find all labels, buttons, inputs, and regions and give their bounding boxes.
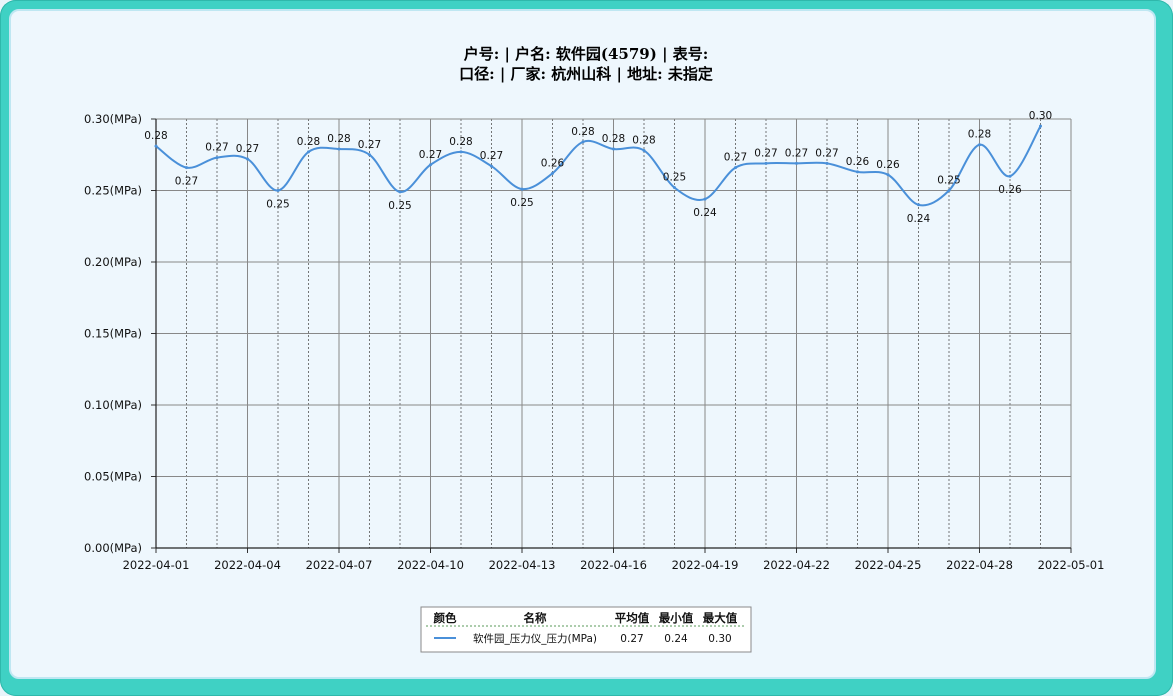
chart-title-line-1: 户号: | 户名: 软件园(4579) | 表号: — [464, 45, 709, 63]
data-point — [947, 189, 951, 192]
x-tick-label: 2022-04-28 — [946, 558, 1013, 572]
data-point — [276, 189, 280, 192]
data-point — [673, 186, 676, 190]
data-label: 0.27 — [754, 147, 777, 159]
x-tick-label: 2022-04-13 — [489, 558, 556, 572]
data-label: 0.25 — [266, 199, 289, 211]
data-point — [1008, 174, 1012, 178]
legend-series-max: 0.30 — [708, 633, 731, 645]
data-point — [459, 150, 463, 154]
data-point — [154, 144, 158, 148]
data-point — [764, 161, 768, 165]
legend-series-avg: 0.27 — [620, 633, 643, 645]
data-label: 0.27 — [236, 143, 259, 155]
data-label: 0.28 — [968, 129, 991, 141]
legend-series-name: 软件园_压力仪_压力(MPa) — [473, 632, 597, 645]
data-label: 0.28 — [297, 136, 320, 148]
data-label: 0.28 — [449, 136, 472, 148]
data-point — [551, 171, 554, 175]
data-point — [825, 161, 829, 165]
data-point — [490, 164, 493, 168]
data-label: 0.28 — [602, 133, 625, 145]
data-label: 0.26 — [876, 159, 900, 171]
x-tick-label: 2022-04-04 — [214, 558, 281, 572]
data-label: 0.28 — [571, 126, 594, 138]
legend-header-color: 颜色 — [434, 611, 457, 625]
data-label: 0.27 — [205, 142, 228, 154]
data-label: 0.27 — [358, 139, 381, 151]
data-point — [856, 170, 859, 174]
data-point — [398, 190, 402, 194]
x-tick-label: 2022-04-16 — [580, 558, 647, 572]
data-point — [795, 161, 798, 165]
data-point — [368, 153, 371, 157]
data-label: 0.25 — [663, 172, 686, 184]
legend-box — [420, 606, 752, 653]
legend-header-name: 名称 — [524, 611, 547, 625]
y-tick-label: 0.00(MPa) — [84, 541, 142, 555]
data-point — [642, 148, 646, 152]
data-point — [520, 187, 524, 191]
data-label: 0.27 — [724, 152, 747, 164]
y-tick-label: 0.15(MPa) — [84, 327, 142, 341]
series-line — [155, 125, 1042, 207]
data-label: 0.24 — [693, 207, 717, 219]
chart-title-line-2: 口径: | 厂家: 杭州山科 | 地址: 未指定 — [459, 65, 713, 83]
data-label: 0.27 — [785, 147, 808, 159]
data-label: 0.28 — [327, 133, 350, 145]
x-tick-label: 2022-05-01 — [1038, 558, 1105, 572]
legend: 颜色 名称 平均值 最小值 最大值 软件园_压力仪_压力(MPa) 0.27 0… — [420, 606, 752, 653]
data-point — [917, 203, 920, 207]
data-point — [1039, 124, 1042, 128]
data-point — [978, 143, 981, 147]
data-label: 0.28 — [144, 130, 167, 142]
data-point — [246, 157, 249, 161]
y-tick-label: 0.05(MPa) — [84, 470, 142, 484]
data-point — [215, 156, 219, 160]
legend-header-avg: 平均值 — [615, 611, 650, 625]
data-point — [886, 173, 890, 177]
y-tick-label: 0.30(MPa) — [84, 112, 142, 126]
data-label: 0.25 — [388, 200, 411, 212]
x-tick-label: 2022-04-22 — [763, 558, 830, 572]
data-label: 0.25 — [510, 197, 533, 209]
data-point — [612, 147, 615, 151]
x-tick-label: 2022-04-25 — [855, 558, 922, 572]
legend-header-max: 最大值 — [703, 611, 738, 625]
data-point — [307, 150, 310, 154]
x-tick-label: 2022-04-19 — [672, 558, 739, 572]
y-tick-label: 0.25(MPa) — [84, 184, 142, 198]
data-label: 0.26 — [998, 184, 1022, 196]
data-point — [429, 163, 432, 167]
data-point — [734, 166, 737, 170]
data-point — [703, 197, 707, 201]
data-point — [581, 140, 585, 144]
data-label: 0.27 — [419, 149, 442, 161]
data-label: 0.26 — [541, 157, 565, 169]
x-tick-label: 2022-04-10 — [397, 558, 464, 572]
x-tick-label: 2022-04-01 — [123, 558, 190, 572]
data-label: 0.28 — [632, 134, 655, 146]
data-label: 0.30 — [1029, 110, 1052, 122]
x-tick-label: 2022-04-07 — [306, 558, 373, 572]
data-label: 0.27 — [175, 176, 198, 188]
legend-series-min: 0.24 — [664, 633, 688, 645]
data-point — [337, 147, 341, 151]
y-tick-label: 0.10(MPa) — [84, 398, 142, 412]
data-label: 0.25 — [937, 175, 960, 187]
data-point — [185, 166, 188, 170]
data-label: 0.26 — [846, 156, 870, 168]
data-label: 0.27 — [480, 150, 503, 162]
data-label: 0.27 — [815, 147, 838, 159]
y-tick-label: 0.20(MPa) — [84, 255, 142, 269]
data-label: 0.24 — [907, 213, 931, 225]
legend-header-min: 最小值 — [659, 611, 694, 625]
